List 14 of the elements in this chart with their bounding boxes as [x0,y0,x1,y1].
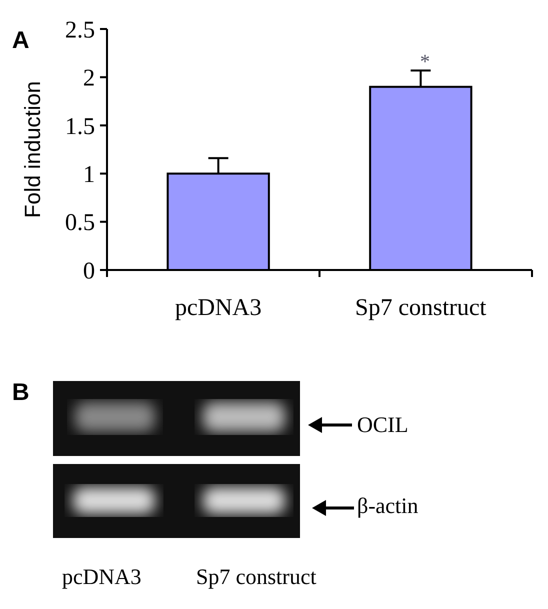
y-tick-label: 2 [83,66,95,92]
text: pcDNA3 [62,564,142,589]
text: OCIL [357,412,408,437]
y-tick-label: 1.5 [65,114,95,140]
text: β-actin [357,493,418,518]
text: Sp7 construct [196,564,316,589]
y-tick-label: 0.5 [65,210,95,236]
y-axis-title: Fold induction [20,81,45,218]
y-tick-label: 2.5 [65,17,95,44]
annotation: * [420,51,430,73]
text: A [12,27,30,54]
y-tick-label: 1 [83,162,95,188]
y-tick-label: 0 [83,258,95,284]
text: B [12,379,30,406]
